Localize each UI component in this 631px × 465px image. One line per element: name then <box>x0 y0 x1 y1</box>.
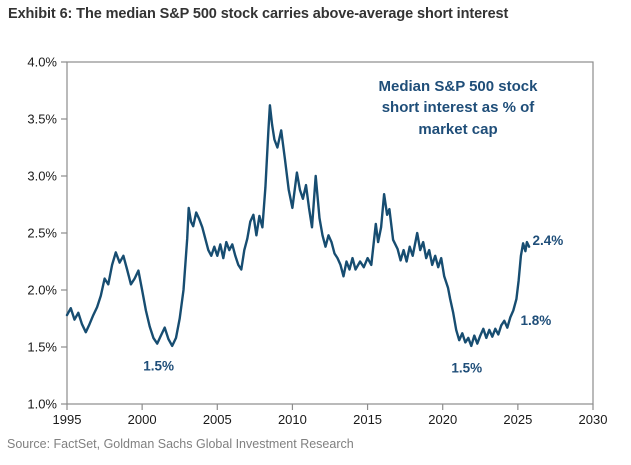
y-tick-label: 2.5% <box>27 226 57 241</box>
exhibit-title: Exhibit 6: The median S&P 500 stock carr… <box>8 6 509 22</box>
y-tick-label: 4.0% <box>27 55 57 70</box>
y-tick-label: 3.0% <box>27 169 57 184</box>
value-annotation: 2.4% <box>533 233 564 248</box>
source-note: Source: FactSet, Goldman Sachs Global In… <box>7 437 354 451</box>
y-tick-label: 1.0% <box>27 397 57 412</box>
x-tick-label: 2030 <box>579 412 608 427</box>
x-tick-label: 2005 <box>203 412 232 427</box>
y-tick-label: 3.5% <box>27 112 57 127</box>
x-tick-label: 2020 <box>428 412 457 427</box>
value-annotation: 1.8% <box>521 313 552 328</box>
x-tick-label: 2015 <box>353 412 382 427</box>
value-annotation: 1.5% <box>451 361 482 376</box>
y-tick-label: 1.5% <box>27 340 57 355</box>
value-annotation: 1.5% <box>143 358 174 373</box>
x-tick-label: 2010 <box>278 412 307 427</box>
short-interest-series <box>65 104 531 348</box>
x-tick-label: 2000 <box>128 412 157 427</box>
x-tick-label: 1995 <box>53 412 82 427</box>
x-tick-label: 2025 <box>503 412 532 427</box>
chart-callout-label: Median S&P 500 stock short interest as %… <box>378 78 538 138</box>
y-tick-label: 2.0% <box>27 283 57 298</box>
